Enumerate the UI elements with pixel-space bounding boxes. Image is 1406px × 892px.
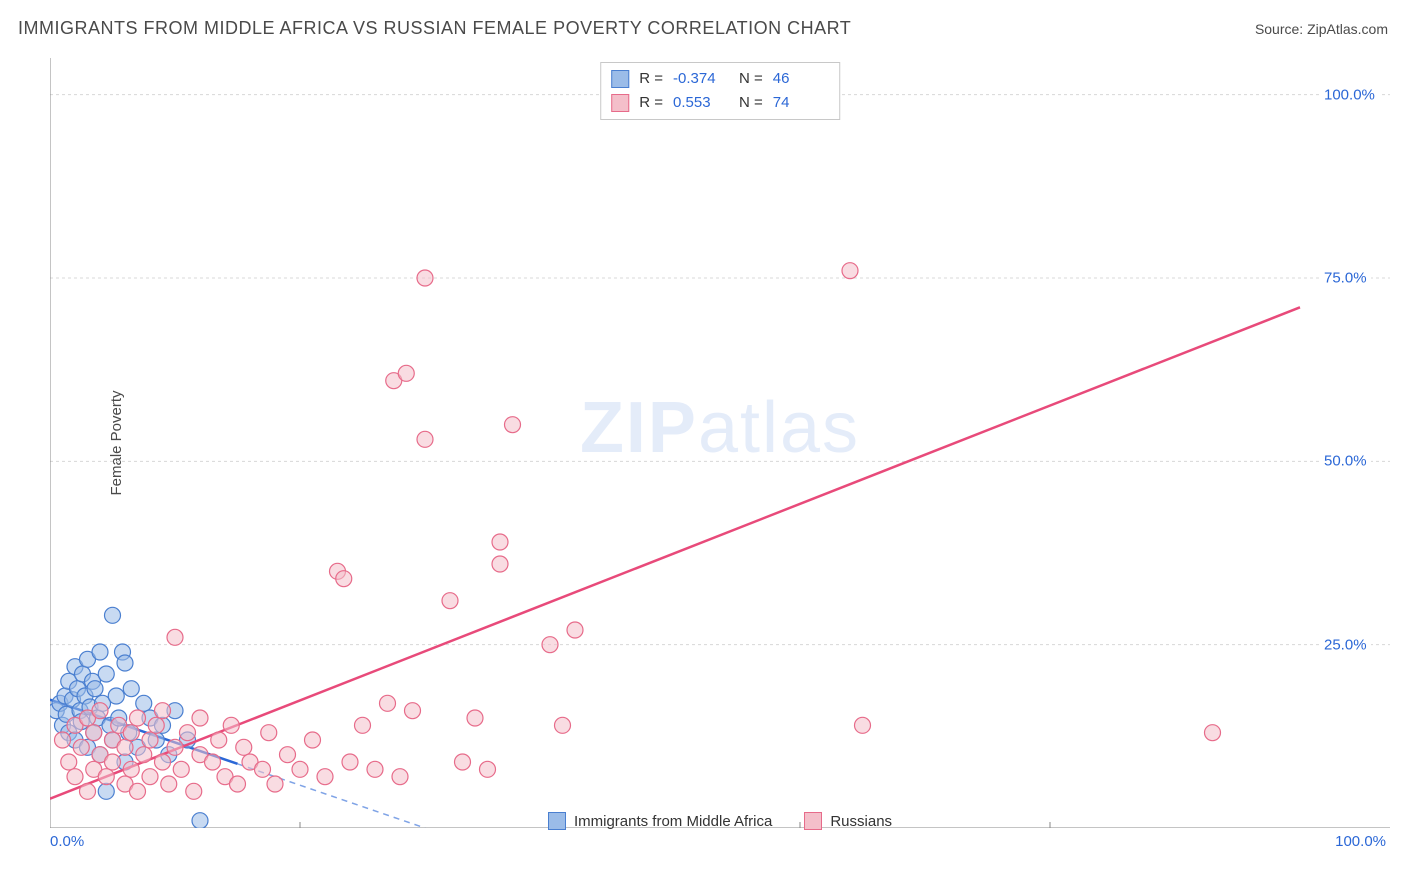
legend-label: Russians [830, 813, 892, 830]
legend-label: Immigrants from Middle Africa [574, 813, 772, 830]
legend-item: Immigrants from Middle Africa [548, 812, 772, 830]
chart-title: IMMIGRANTS FROM MIDDLE AFRICA VS RUSSIAN… [18, 18, 851, 39]
stats-row-russians: R = 0.553 N = 74 [611, 91, 829, 115]
stat-r-label: R = [639, 91, 663, 115]
plot-area: Female Poverty ZIPatlas R =-0.374N =46R … [50, 58, 1390, 828]
stats-row-middle_africa: R = -0.374 N = 46 [611, 67, 829, 91]
stat-n-label: N = [739, 91, 763, 115]
legend-item: Russians [804, 812, 892, 830]
y-tick-label: 75.0% [1320, 270, 1371, 287]
swatch-middle_africa [611, 70, 629, 88]
y-tick-label: 25.0% [1320, 636, 1371, 653]
stat-r-value: 0.553 [673, 91, 729, 115]
title-bar: IMMIGRANTS FROM MIDDLE AFRICA VS RUSSIAN… [18, 18, 1388, 39]
bottom-legend: Immigrants from Middle Africa Russians [50, 812, 1390, 830]
stat-n-value: 46 [773, 67, 829, 91]
swatch-russians [611, 94, 629, 112]
source-attribution: Source: ZipAtlas.com [1255, 21, 1388, 37]
stat-n-value: 74 [773, 91, 829, 115]
x-tick-label: 0.0% [50, 833, 84, 850]
y-tick-label: 50.0% [1320, 453, 1371, 470]
legend-swatch [804, 812, 822, 830]
scatter-chart [50, 58, 1390, 828]
stat-r-value: -0.374 [673, 67, 729, 91]
y-tick-label: 100.0% [1320, 86, 1379, 103]
legend-swatch [548, 812, 566, 830]
x-tick-label: 100.0% [1335, 833, 1386, 850]
stat-r-label: R = [639, 67, 663, 91]
stats-legend: R = -0.374 N = 46 R = 0.553 N = 74 [600, 62, 840, 120]
stat-n-label: N = [739, 67, 763, 91]
